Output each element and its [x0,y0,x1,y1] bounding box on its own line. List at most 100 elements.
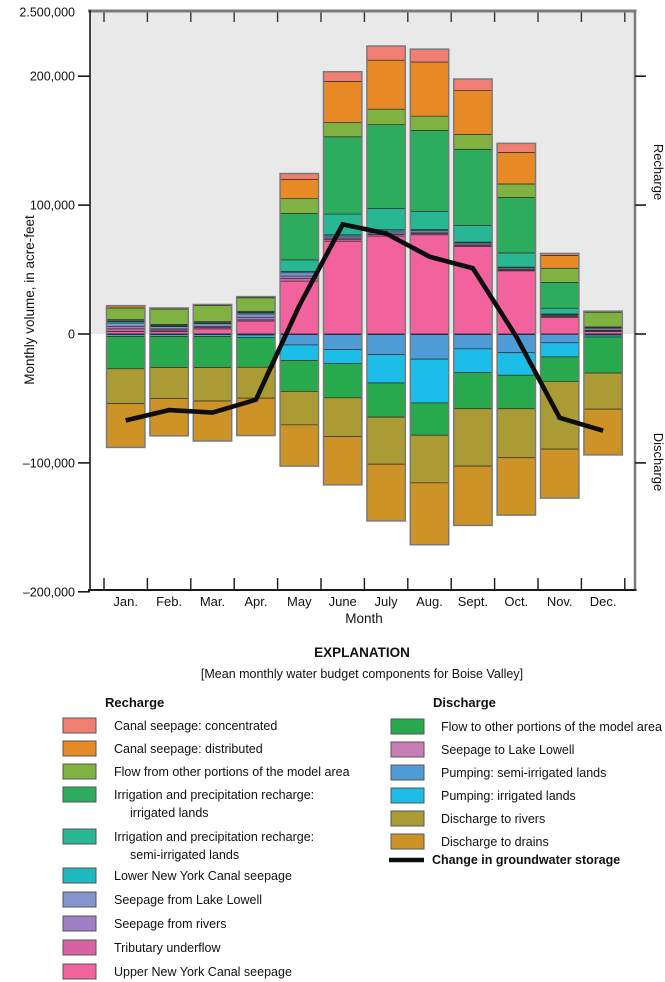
legend-label: Seepage from Lake Lowell [114,893,262,907]
month-label: June [329,594,357,609]
segment-discharge-to-rivers [366,416,406,465]
segment-upper-new-york-canal-seepage [583,331,623,335]
segment-canal-seepage-distributed [366,59,406,110]
bar-outline [539,252,580,499]
segment-discharge-to-rivers [106,368,146,404]
segment-upper-new-york-canal-seepage [366,235,406,335]
month-label: May [287,594,312,609]
bar-apr [235,295,276,437]
segment-flow-to-other-portions [106,336,146,370]
segment-discharge-to-rivers [149,367,189,399]
month-label: Aug. [416,594,443,609]
legend-item: Upper New York Canal seepage [62,963,292,980]
segment-flow-to-other-portions [192,336,233,368]
segment-flow-from-other-portions [366,108,406,126]
segment-seepage-from-rivers [236,316,276,321]
bar-july [366,45,407,522]
segment-pumping-irrigated [236,334,276,338]
explanation-subtitle: [Mean monthly water budget components fo… [201,667,523,681]
segment-discharge-to-drains [540,448,580,499]
segment-pumping-irrigated [453,348,493,374]
month-label: Jan. [113,594,138,609]
segment-irrigation-precip-recharge-irrigated [323,136,363,215]
legend-recharge-header: Recharge [105,695,164,710]
segment-canal-seepage-concentrated [323,71,363,82]
legend-item: Seepage to Lake Lowell [390,741,574,758]
bar-oct [496,142,537,516]
segment-canal-seepage-concentrated [366,45,406,61]
segment-upper-new-york-canal-seepage [236,320,276,335]
legend-label: Seepage from rivers [114,917,227,931]
bar-mar [192,303,233,442]
legend-item-storage-line: Change in groundwater storage [389,853,620,867]
legend-item: Irrigation and precipitation recharge: ir… [62,786,314,820]
legend-label: semi-irrigated lands [130,848,239,862]
segment-upper-new-york-canal-seepage [540,316,580,335]
segment-irrigation-precip-recharge-semi-irrigated [366,208,406,231]
segment-discharge-to-rivers [192,367,233,402]
segment-irrigation-precip-recharge-irrigated [453,148,493,226]
bar-outline [496,142,537,516]
segment-seepage-from-lake-lowell [236,313,276,318]
segment-tributary-underflow [106,328,146,332]
legend-label: Seepage to Lake Lowell [441,743,574,757]
y-tick-label: 200,000 [30,70,75,84]
bar-june [322,70,363,486]
segment-irrigation-precip-recharge-semi-irrigated [409,211,450,230]
legend-label: Discharge to rivers [441,812,545,826]
legend-label: Change in groundwater storage [432,853,620,867]
segment-discharge-to-drains [106,403,146,448]
bar-dec [583,310,624,456]
segment-canal-seepage-concentrated [453,78,493,91]
bar-feb [149,307,190,437]
legend-label: Pumping: semi-irrigated lands [441,766,606,780]
segment-discharge-to-rivers [323,397,363,437]
bar-outline [149,307,190,437]
legend-label: Pumping: irrigated lands [441,789,576,803]
legend-swatch-irrigation-precip-recharge-irrigated [62,786,97,803]
segment-irrigation-precip-recharge-semi-irrigated [540,307,580,315]
segment-irrigation-precip-recharge-irrigated [366,124,406,209]
legend-item: Tributary underflow [62,939,221,956]
segment-flow-from-other-portions [149,308,189,325]
segment-seepage-from-lake-lowell [279,272,319,277]
segment-flow-to-other-portions [496,374,536,410]
segment-discharge-to-drains [496,457,536,516]
right-axis-label-discharge: Discharge [651,433,665,492]
legend-label: Irrigation and precipitation recharge: [114,830,314,844]
segment-canal-seepage-distributed [323,81,363,123]
month-label: Mar. [200,594,225,609]
segment-seepage-from-lake-lowell [192,323,233,327]
legend-label: Canal seepage: concentrated [114,719,277,733]
segment-seepage-from-rivers [106,325,146,330]
segment-discharge-to-drains [279,424,319,467]
legend-item: Flow from other portions of the model ar… [62,763,350,780]
legend: Canal seepage: concentrated Canal seepage… [62,717,662,980]
bar-may [279,172,320,467]
segment-pumping-irrigated [279,344,319,361]
segment-irrigation-precip-recharge-semi-irrigated [279,259,319,272]
legend-label: Lower New York Canal seepage [114,869,292,883]
plot-area: Jan. Feb. Mar. Apr. May June July Aug. Sept. Oct.… [19,5,646,609]
y-tick-label: –100,000 [23,456,75,470]
segment-canal-seepage-concentrated [279,173,319,180]
segment-flow-from-other-portions [409,115,450,131]
legend-swatch-seepage-from-lake-lowell [62,891,97,908]
legend-label: Flow to other portions of the model area [441,720,662,734]
segment-canal-seepage-distributed [540,255,580,269]
legend-swatch-upper-new-york-canal-seepage [62,963,97,980]
segment-flow-from-other-portions [453,134,493,150]
legend-swatch-flow-from-other-portions [62,763,97,780]
legend-item: Pumping: semi-irrigated lands [390,764,606,781]
bar-outline [279,172,320,467]
legend-swatch-lower-new-york-canal-seepage [62,867,97,884]
segment-pumping-semi-irrigated [453,334,493,350]
segment-flow-from-other-portions [236,297,276,312]
legend-swatch-pumping-semi-irrigated [390,764,425,781]
segment-canal-seepage-distributed [496,152,536,185]
segment-flow-from-other-portions [323,122,363,138]
legend-label: Canal seepage: distributed [114,742,263,756]
segment-irrigation-precip-recharge-semi-irrigated [496,252,536,268]
segment-irrigation-precip-recharge-irrigated [409,129,450,212]
